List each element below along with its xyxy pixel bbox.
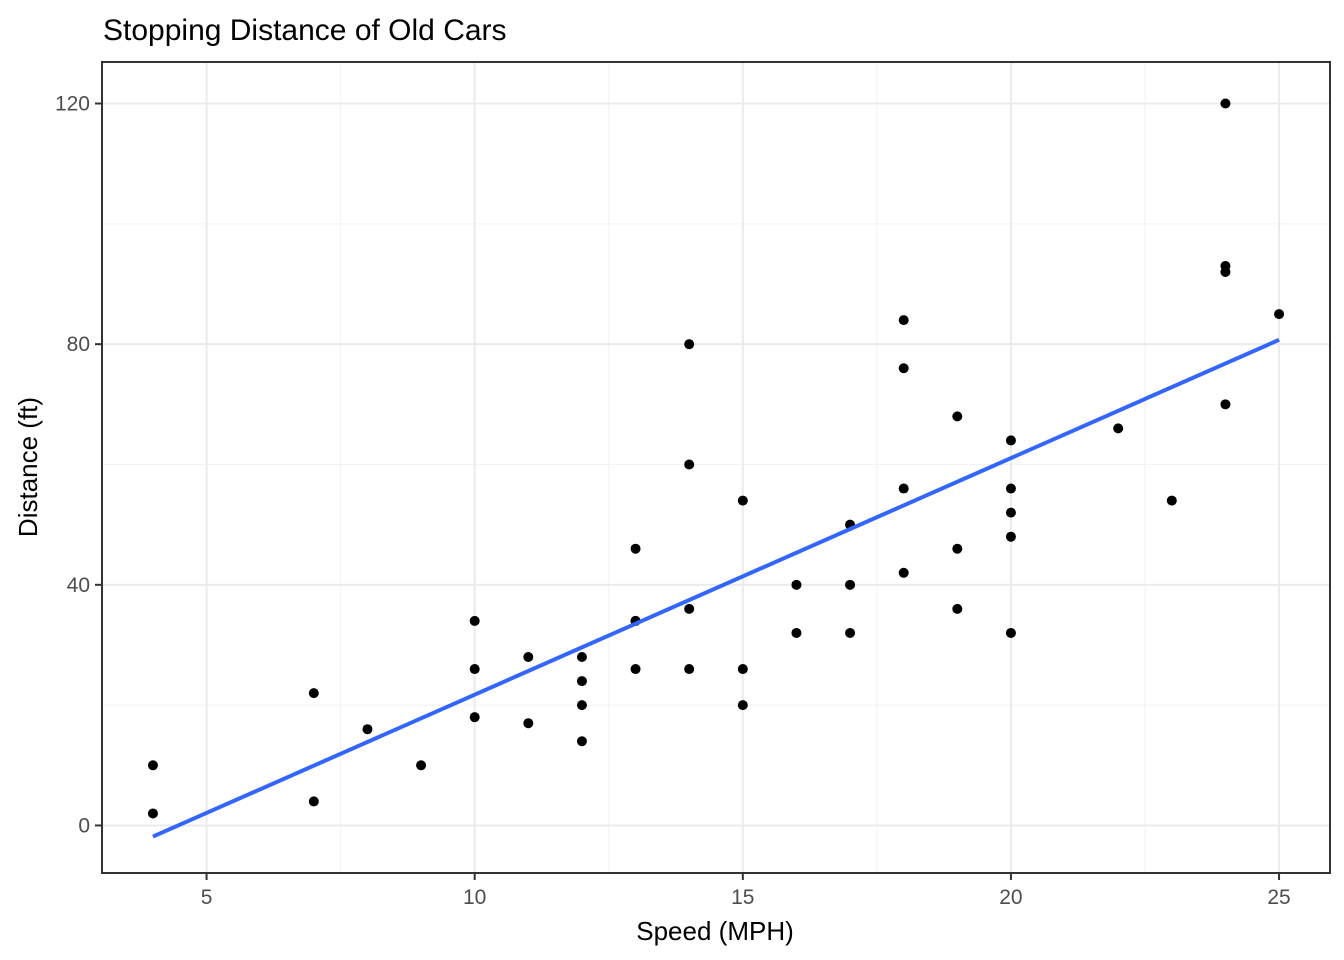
y-axis-ticks: 0 40 80 120 — [55, 93, 102, 837]
data-point — [416, 760, 427, 771]
data-point — [898, 483, 909, 494]
data-point — [952, 603, 963, 614]
data-point — [576, 700, 587, 711]
data-point — [952, 411, 963, 422]
data-point — [362, 724, 373, 735]
data-point — [1220, 260, 1231, 271]
data-point — [737, 664, 748, 675]
data-point — [737, 495, 748, 506]
data-point — [684, 459, 695, 470]
data-point — [576, 676, 587, 687]
y-axis-title: Distance (ft) — [13, 397, 43, 537]
data-point — [684, 339, 695, 350]
data-point — [898, 567, 909, 578]
y-tick-label: 40 — [67, 574, 90, 597]
data-point — [576, 652, 587, 663]
data-point — [1005, 627, 1016, 638]
data-point — [469, 664, 480, 675]
x-tick-label: 10 — [463, 886, 486, 909]
data-point — [898, 315, 909, 326]
x-tick-label: 20 — [999, 886, 1022, 909]
data-point — [737, 700, 748, 711]
data-point — [684, 603, 695, 614]
chart-title: Stopping Distance of Old Cars — [103, 14, 507, 47]
data-point — [1005, 507, 1016, 518]
data-point — [845, 627, 856, 638]
data-point — [1005, 483, 1016, 494]
minor-gridlines — [102, 62, 1330, 873]
data-point — [1005, 435, 1016, 446]
data-point — [952, 543, 963, 554]
data-point — [898, 363, 909, 374]
x-tick-label: 15 — [731, 886, 754, 909]
data-point — [147, 808, 158, 819]
data-point — [147, 760, 158, 771]
data-point — [1166, 495, 1177, 506]
data-point — [684, 664, 695, 675]
data-points — [147, 98, 1285, 819]
data-point — [308, 796, 319, 807]
major-gridlines — [102, 62, 1330, 873]
data-point — [845, 579, 856, 590]
data-point — [308, 688, 319, 699]
data-point — [1005, 531, 1016, 542]
data-point — [630, 543, 641, 554]
y-tick-label: 0 — [78, 814, 90, 837]
panel-border — [101, 61, 1331, 874]
data-point — [1274, 309, 1285, 320]
regression-line — [152, 337, 1280, 839]
data-point — [1220, 98, 1231, 109]
data-point — [469, 712, 480, 723]
data-point — [576, 736, 587, 747]
x-axis-title: Speed (MPH) — [636, 916, 794, 946]
data-point — [630, 664, 641, 675]
x-tick-label: 25 — [1267, 886, 1290, 909]
data-point — [1113, 423, 1124, 434]
x-axis-ticks: 5 10 15 20 25 — [201, 873, 1291, 909]
data-point — [791, 627, 802, 638]
y-tick-label: 80 — [67, 333, 90, 356]
x-tick-label: 5 — [201, 886, 213, 909]
data-point — [523, 652, 534, 663]
data-point — [523, 718, 534, 729]
data-point — [791, 579, 802, 590]
y-tick-label: 120 — [55, 93, 90, 116]
data-point — [1220, 399, 1231, 410]
data-point — [469, 615, 480, 626]
